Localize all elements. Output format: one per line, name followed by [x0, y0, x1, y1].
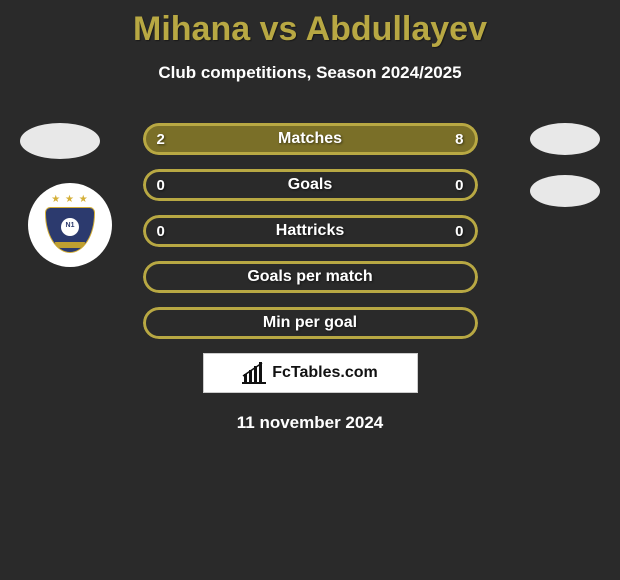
page-subtitle: Club competitions, Season 2024/2025 [0, 63, 620, 83]
stat-right-value: 8 [455, 131, 463, 148]
bar-chart-icon [242, 362, 266, 384]
stat-label: Hattricks [276, 222, 344, 240]
player-avatar-right [530, 123, 600, 155]
brand-plate[interactable]: FcTables.com [203, 353, 418, 393]
player-avatar-left [20, 123, 100, 159]
stat-row-goals: 0 Goals 0 [143, 169, 478, 201]
stats-bars: 2 Matches 8 0 Goals 0 0 Hattricks 0 Goal… [143, 123, 478, 339]
club-badge-left: ★ ★ ★ N1 [28, 183, 112, 267]
date-text: 11 november 2024 [0, 413, 620, 433]
stat-row-gpm: Goals per match [143, 261, 478, 293]
stat-label: Goals per match [247, 268, 372, 286]
stat-row-mpg: Min per goal [143, 307, 478, 339]
stat-right-value: 0 [455, 177, 463, 194]
club-badge-right [530, 175, 600, 207]
stat-left-value: 0 [157, 223, 165, 240]
shield-icon: N1 [45, 207, 95, 253]
page-title: Mihana vs Abdullayev [0, 0, 620, 49]
content-area: ★ ★ ★ N1 2 Matches 8 0 Goals 0 0 Hattric… [0, 123, 620, 433]
stat-row-matches: 2 Matches 8 [143, 123, 478, 155]
stat-left-value: 2 [157, 131, 165, 148]
stat-left-value: 0 [157, 177, 165, 194]
stat-right-value: 0 [455, 223, 463, 240]
stat-label: Min per goal [263, 314, 357, 332]
stat-row-hattricks: 0 Hattricks 0 [143, 215, 478, 247]
badge-stars-icon: ★ ★ ★ [43, 194, 97, 205]
stat-label: Matches [278, 130, 342, 148]
stat-label: Goals [288, 176, 332, 194]
brand-text: FcTables.com [272, 364, 378, 382]
